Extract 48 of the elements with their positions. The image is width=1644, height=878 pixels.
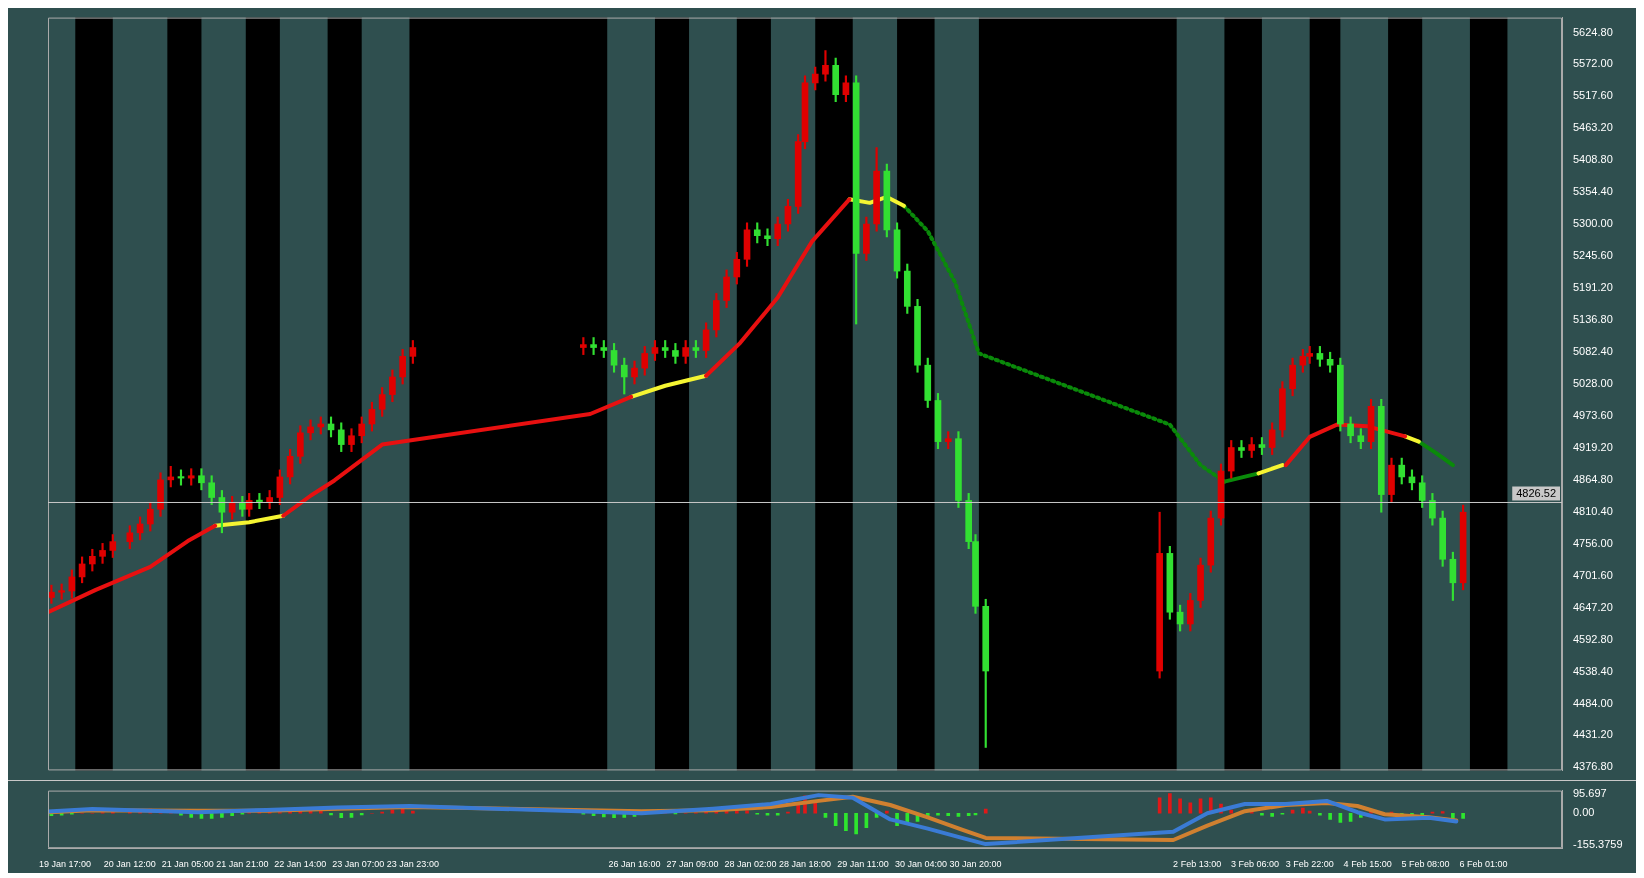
y-tick-label: 4647.20 [1573,600,1613,613]
x-tick-label: 5 Feb 08:00 [1401,859,1450,870]
y-tick-label: 5136.80 [1573,313,1613,326]
x-tick-label: 20 Jan 12:00 [103,859,156,870]
ref-line-label: 4826.52 [1516,486,1556,499]
y-tick-label: 4701.60 [1573,569,1613,581]
y-tick-label: 4919.20 [1573,441,1613,454]
x-tick-label: 3 Feb 22:00 [1285,859,1334,870]
x-tick-label: 30 Jan 20:00 [949,859,1002,870]
y-tick-label: 4376.80 [1573,760,1613,773]
x-tick-label: 3 Feb 06:00 [1231,859,1280,870]
y-tick-label: 95.697 [1573,786,1607,799]
x-tick-label: 30 Jan 04:00 [894,859,947,870]
y-tick-label: 4592.80 [1573,632,1613,645]
x-tick-label: 27 Jan 09:00 [666,859,719,870]
x-tick-label: 4 Feb 15:00 [1343,859,1392,870]
y-tick-label: 5463.20 [1573,121,1613,134]
y-tick-label: 4864.80 [1573,473,1613,486]
y-tick-label: 4756.00 [1573,537,1613,549]
x-tick-label: 22 Jan 14:00 [274,859,327,870]
y-tick-label: 5028.00 [1573,377,1613,390]
x-tick-label: 23 Jan 07:00 [332,859,385,870]
y-tick-label: 5354.40 [1573,185,1613,198]
x-tick-label: 28 Jan 02:00 [724,859,777,870]
x-tick-label: 2 Feb 13:00 [1173,859,1222,870]
x-tick-label: 29 Jan 11:00 [837,859,889,870]
x-tick-label: 6 Feb 01:00 [1459,859,1508,870]
x-tick-label: 21 Jan 05:00 [161,859,214,870]
x-tick-label: 19 Jan 17:00 [39,859,92,870]
y-tick-label: 5572.00 [1573,57,1613,70]
y-tick-label: -155.3759 [1573,838,1623,851]
y-tick-label: 4484.00 [1573,696,1613,709]
y-tick-label: 5517.60 [1573,89,1613,102]
x-tick-label: 23 Jan 23:00 [386,859,439,870]
y-tick-label: 5245.60 [1573,249,1613,262]
y-tick-label: 4973.60 [1573,409,1613,422]
y-tick-label: 4538.40 [1573,664,1613,677]
y-tick-label: 0.00 [1573,806,1595,819]
y-tick-label: 5624.80 [1573,26,1613,39]
y-tick-label: 5300.00 [1573,217,1613,230]
y-tick-label: 5082.40 [1573,345,1613,358]
y-tick-label: 4431.20 [1573,728,1613,741]
x-tick-label: 26 Jan 16:00 [608,859,661,870]
y-tick-label: 5191.20 [1573,281,1613,294]
y-tick-label: 4810.40 [1573,505,1613,518]
x-tick-label: 21 Jan 21:00 [216,859,269,870]
y-tick-label: 5408.80 [1573,153,1613,166]
x-tick-label: 28 Jan 18:00 [778,859,832,870]
